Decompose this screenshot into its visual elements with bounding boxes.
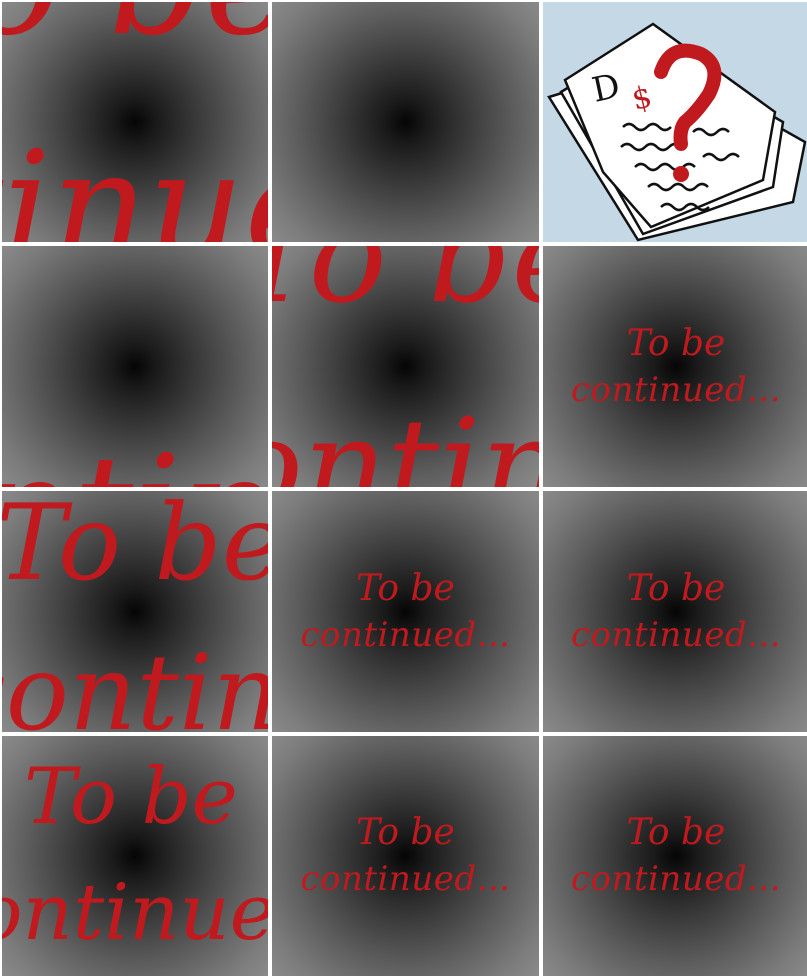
- zoomed-script-bottom: continued...: [2, 120, 268, 242]
- zoomed-script-bottom: continued...: [2, 868, 268, 958]
- zoomed-script-fragment: continued...: [2, 436, 268, 487]
- tile-r3c3: To be continued...: [543, 491, 807, 732]
- tile-r4c1: To be continued...: [2, 736, 268, 976]
- tile-r2c3: To be continued...: [543, 246, 807, 487]
- zoomed-script-top: To be: [2, 491, 268, 604]
- caption-line-2: continued...: [300, 859, 511, 899]
- caption-line-2: continued...: [570, 369, 782, 410]
- zoomed-script-bottom: continued...: [2, 632, 268, 733]
- caption-line-2: continued...: [300, 614, 511, 655]
- caption-text: To be continued...: [543, 321, 807, 413]
- tile-r3c2: To be continued...: [272, 491, 539, 732]
- caption-line-1: To be: [626, 567, 726, 609]
- tile-r4c2: To be continued...: [272, 736, 539, 976]
- zoomed-script-top: To be: [2, 2, 268, 57]
- zoomed-script-top: To be: [24, 752, 238, 842]
- zoomed-script-bottom: continued...: [272, 390, 539, 487]
- caption-line-1: To be: [356, 567, 455, 609]
- document-question-icon: D $: [547, 22, 807, 242]
- caption-text: To be continued...: [272, 566, 539, 658]
- caption-text: To be continued...: [543, 810, 807, 902]
- tile-r2c2: To be continued...: [272, 246, 539, 487]
- caption-line-2: continued...: [570, 859, 782, 899]
- tile-r4c3: To be continued...: [543, 736, 807, 976]
- tile-r3c1: To be continued...: [2, 491, 268, 732]
- tile-r1c2: [272, 2, 539, 242]
- zoomed-script-top: To be: [272, 246, 539, 332]
- caption-line-1: To be: [356, 812, 455, 853]
- caption-line-2: continued...: [570, 614, 782, 655]
- caption-text: To be continued...: [272, 810, 539, 902]
- caption-line-1: To be: [626, 812, 726, 853]
- tile-r1c3-illustration: D $: [543, 2, 807, 242]
- caption-line-1: To be: [626, 322, 726, 364]
- tile-r1c1: To be continued...: [2, 2, 268, 242]
- tile-r2c1: continued...: [2, 246, 268, 487]
- caption-text: To be continued...: [543, 566, 807, 658]
